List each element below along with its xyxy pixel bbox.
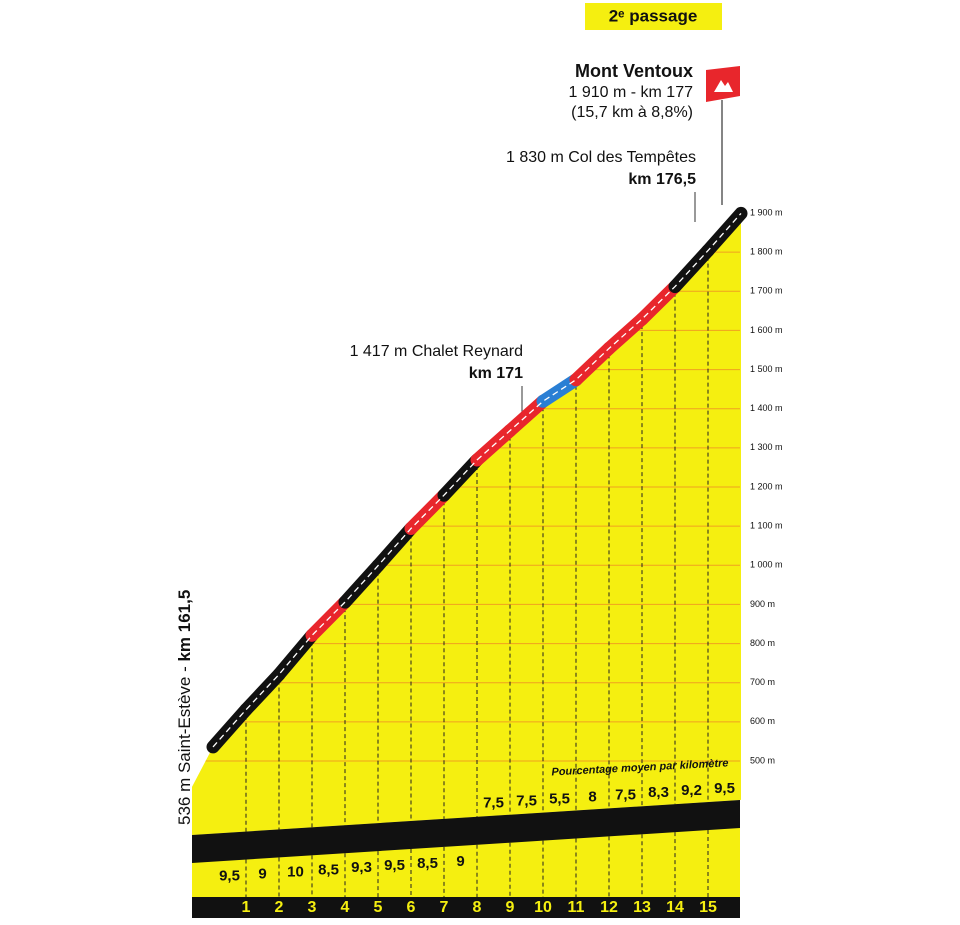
summit-name: Mont Ventoux — [575, 61, 693, 81]
gradient-label: 8,5 — [318, 861, 339, 878]
profile-fill — [192, 213, 741, 836]
km-label: 12 — [600, 899, 618, 916]
summit-detail: 1 910 m - km 177 — [569, 84, 694, 101]
gradient-label: 9,5 — [384, 857, 405, 874]
gradient-label: 8,5 — [417, 855, 438, 872]
summit-detail: (15,7 km à 8,8%) — [571, 104, 693, 121]
gradient-label: 9,2 — [681, 782, 702, 799]
gradient-label: 7,5 — [483, 795, 504, 812]
km-label: 2 — [275, 899, 284, 916]
chalet-km: km 171 — [469, 365, 523, 382]
km-label: 9 — [506, 899, 515, 916]
km-label: 4 — [341, 899, 350, 916]
y-tick-label: 1 100 m — [750, 521, 783, 531]
y-tick-label: 900 m — [750, 599, 775, 609]
km-label: 1 — [242, 899, 251, 916]
y-tick-label: 1 500 m — [750, 364, 783, 374]
gradient-label: 8,3 — [648, 784, 669, 801]
y-tick-label: 1 200 m — [750, 481, 783, 491]
gradient-label: 9,3 — [351, 859, 372, 876]
start-place: 536 m Saint-Estève - — [175, 662, 194, 825]
y-tick-label: 1 300 m — [750, 442, 783, 452]
y-tick-label: 1 800 m — [750, 247, 783, 257]
chart-title: 2ᵉ passage — [609, 6, 698, 25]
start-label: 536 m Saint-Estève - km 161,5 — [175, 590, 194, 825]
y-tick-label: 1 400 m — [750, 403, 783, 413]
gradient-label: 10 — [287, 863, 304, 880]
gradient-label: 9 — [258, 865, 266, 882]
gradient-label: 9 — [456, 853, 464, 870]
y-tick-label: 1 600 m — [750, 325, 783, 335]
y-tick-label: 1 700 m — [750, 286, 783, 296]
gradient-label: 9,5 — [219, 868, 240, 885]
y-tick-label: 700 m — [750, 677, 775, 687]
km-label: 14 — [666, 899, 684, 916]
gradient-label: 9,5 — [714, 780, 735, 797]
km-label: 10 — [534, 899, 552, 916]
y-tick-label: 600 m — [750, 716, 775, 726]
y-tick-label: 800 m — [750, 638, 775, 648]
chalet-label: 1 417 m Chalet Reynard — [350, 343, 523, 360]
start-km: km 161,5 — [175, 590, 194, 662]
km-label: 13 — [633, 899, 651, 916]
km-label: 5 — [374, 899, 383, 916]
y-tick-label: 1 000 m — [750, 560, 783, 570]
km-label: 11 — [568, 899, 585, 916]
base-band — [192, 800, 740, 863]
y-tick-label: 1 900 m — [750, 207, 783, 217]
y-tick-label: 500 m — [750, 755, 775, 765]
km-label: 8 — [473, 899, 482, 916]
title-box — [585, 3, 722, 30]
km-label: 15 — [699, 899, 717, 916]
gradient-label: 7,5 — [516, 793, 537, 810]
km-label: 6 — [407, 899, 416, 916]
flag-icon — [714, 80, 733, 92]
gradient-label: 7,5 — [615, 786, 636, 803]
col-km: km 176,5 — [628, 171, 696, 188]
profile-centerline — [212, 212, 742, 748]
km-label: 3 — [308, 899, 317, 916]
gradient-label: 5,5 — [549, 790, 570, 807]
km-strip — [192, 897, 740, 918]
col-label: 1 830 m Col des Tempêtes — [506, 149, 696, 166]
gradient-label: 8 — [588, 788, 596, 805]
km-label: 7 — [440, 899, 449, 916]
